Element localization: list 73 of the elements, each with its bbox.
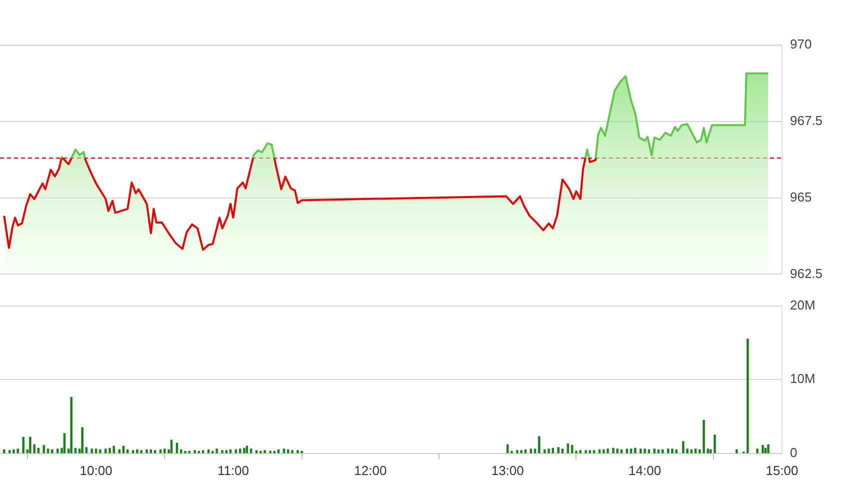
bar <box>146 449 148 454</box>
bar <box>767 444 770 454</box>
bar <box>112 446 115 454</box>
x-tick-label: 13:00 <box>491 462 524 478</box>
bar <box>538 436 540 454</box>
bar <box>714 434 716 454</box>
y-tick-label: 0 <box>790 444 798 460</box>
bar <box>579 450 582 454</box>
bar <box>756 448 758 454</box>
bar <box>108 448 111 454</box>
bar <box>557 447 560 454</box>
bar <box>118 449 120 454</box>
bar <box>269 450 272 454</box>
bar <box>516 450 518 454</box>
bar <box>12 449 15 454</box>
bar <box>702 420 705 454</box>
bar <box>682 441 684 454</box>
bar <box>264 450 266 454</box>
bar <box>16 448 19 454</box>
bar <box>29 436 32 454</box>
bar <box>640 448 642 454</box>
bar <box>70 396 72 454</box>
y-tick-label: 967.5 <box>790 112 823 128</box>
x-tick-label: 10:00 <box>80 462 112 478</box>
bar <box>644 448 646 454</box>
bar <box>296 450 299 454</box>
bar <box>612 448 614 454</box>
bar <box>634 448 636 454</box>
y-tick-label: 10M <box>790 371 816 386</box>
bar <box>188 450 190 454</box>
bar <box>260 450 262 454</box>
x-tick-label: 15:00 <box>766 462 798 478</box>
y-tick-label: 20M <box>790 297 816 312</box>
bar <box>225 450 228 454</box>
bar <box>762 444 764 454</box>
y-tick-label: 962.5 <box>790 266 823 281</box>
bar <box>606 448 609 454</box>
bar <box>548 448 550 454</box>
bar <box>667 448 670 454</box>
bar <box>212 450 214 454</box>
x-tick-label: 11:00 <box>217 462 250 478</box>
bar <box>671 448 674 454</box>
bar <box>662 449 664 454</box>
bar <box>736 449 738 454</box>
bar <box>602 449 605 454</box>
bar <box>300 450 303 454</box>
bar <box>136 449 138 454</box>
bar <box>243 448 246 454</box>
x-tick-label: 12:00 <box>354 462 387 478</box>
bar <box>140 450 142 454</box>
bar <box>291 450 294 454</box>
y-tick-label: 965 <box>790 189 812 204</box>
bar <box>184 450 186 454</box>
bar <box>81 427 84 454</box>
bar <box>99 449 102 454</box>
bar <box>164 448 166 454</box>
bar <box>746 338 749 454</box>
bar <box>194 450 196 454</box>
bar <box>221 450 224 454</box>
bar <box>56 448 59 454</box>
bar <box>216 448 218 454</box>
bar <box>544 449 546 454</box>
bar <box>51 449 54 454</box>
bar <box>584 450 587 454</box>
bar <box>675 449 678 454</box>
bar <box>104 448 107 454</box>
x-tick-label: 14:00 <box>628 462 662 478</box>
bar <box>520 450 522 454</box>
y-tick-label: 970 <box>790 36 812 52</box>
bar <box>575 450 578 454</box>
bar <box>22 436 24 454</box>
bar <box>616 448 618 454</box>
bar <box>510 450 513 454</box>
